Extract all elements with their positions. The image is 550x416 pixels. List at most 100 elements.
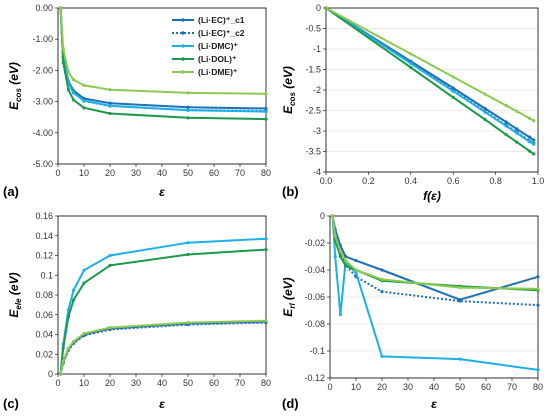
data-point [82,268,86,272]
data-point [186,116,190,120]
x-tick-label: 0.0 [320,176,333,186]
data-point [66,88,70,92]
data-point [264,117,268,121]
panel-label-d: (d) [282,396,299,411]
data-point [515,140,519,144]
data-point [82,99,86,103]
panel-b: 0.0 0.2 0.4 0.6 0.8 1.0 -4 -3.5 -3 -2.5 -2 -1.5 -1 -0… [281,3,544,203]
y-tick-label: 0.06 [35,310,53,320]
y-tick-label: -5.00 [32,159,53,169]
y-tick-label: 0.08 [35,290,53,300]
legend-label-li-dol: (Li·DOL)⁺ [198,54,237,64]
x-tick-label: 20 [105,378,115,388]
data-point [66,315,70,319]
data-point [61,359,65,363]
x-tick-label: 50 [455,382,465,392]
series-line-li-ec-c1 [331,215,539,301]
xlabel-b: f(ε) [423,189,441,203]
y-tick-label: 0 [316,3,321,13]
x-tick-label: 80 [261,168,271,178]
data-point [82,106,86,110]
data-point [532,142,536,146]
data-point [333,234,337,238]
data-point [354,271,358,275]
data-point [338,254,342,259]
data-point [504,124,508,128]
data-point [264,319,268,323]
data-point [108,101,112,105]
x-tick-label: 60 [209,168,219,178]
data-point [186,105,190,109]
data-point [331,214,335,218]
data-point [354,258,358,263]
data-point [380,290,384,294]
data-point [380,354,384,358]
data-point [82,83,86,87]
series-line-li-dmc [331,215,539,371]
y-tick-label: 0.02 [35,349,53,359]
panel-label-b: (b) [282,184,299,199]
data-point [108,104,112,108]
data-point [108,111,112,116]
x-tick-label: 70 [507,382,517,392]
data-point [483,106,487,111]
legend-marker [181,57,185,61]
y-tick-label: -4.00 [32,128,53,138]
data-point [483,110,487,114]
x-tick-label: 0.6 [447,176,460,186]
y-tick-label: -1.00 [32,34,53,44]
data-point [532,119,536,123]
data-point [527,116,532,120]
y-tick-label: -2 [313,85,321,95]
legend-marker [181,31,185,35]
x-tick-label: 20 [377,382,387,392]
series-line-li-dmc [325,7,535,145]
data-point [409,65,413,70]
ylabel-c: Eele (eV) [7,272,23,317]
data-point [264,106,268,111]
data-point [527,140,532,144]
y-tick-label: -1.5 [305,65,321,75]
data-point [532,138,536,142]
data-point [515,131,519,135]
panel-label-c: (c) [3,396,19,411]
data-point [344,258,348,263]
ylabel-b: Ecos (eV) [281,66,297,114]
data-point [59,372,63,376]
y-tick-label: 0.12 [35,251,53,261]
data-point [66,308,70,312]
series-line-li-dme [59,7,267,95]
y-tick-label: -0.5 [305,24,321,34]
data-point [72,339,76,344]
data-point [504,120,508,124]
data-point [72,98,76,102]
data-point [264,237,268,241]
legend-label-li-dme: (Li·DME)⁺ [198,67,238,77]
data-point [409,52,413,56]
data-point [527,149,532,153]
x-tick-label: 30 [131,378,141,388]
data-point [344,264,348,268]
series-line-li-dme [325,7,535,122]
data-point [380,268,384,272]
data-point [536,287,540,291]
y-tick-label: -0.06 [304,292,325,302]
data-point [108,88,112,92]
y-tick-label: 0.16 [35,211,53,221]
legend-marker [181,44,185,48]
x-tick-label: 50 [183,168,193,178]
y-tick-label: -3 [313,126,321,136]
data-point [532,152,536,156]
data-point [333,254,337,259]
x-tick-label: 40 [157,378,167,388]
y-tick-label: 0.1 [40,270,53,280]
x-tick-label: 40 [429,382,439,392]
legend-label-li-ec-c2: (Li·EC)⁺_c2 [198,28,245,38]
data-point [409,61,413,65]
legend: (Li·EC)⁺_c1 (Li·EC)⁺_c2 (Li·DMC)⁺ (Li·DOL)⁺… [172,15,245,77]
xlabel-c: ε [159,397,165,411]
data-point [186,91,190,95]
data-point [186,241,190,245]
x-tick-label: 30 [131,168,141,178]
series-line-li-ec-c1 [59,320,267,375]
